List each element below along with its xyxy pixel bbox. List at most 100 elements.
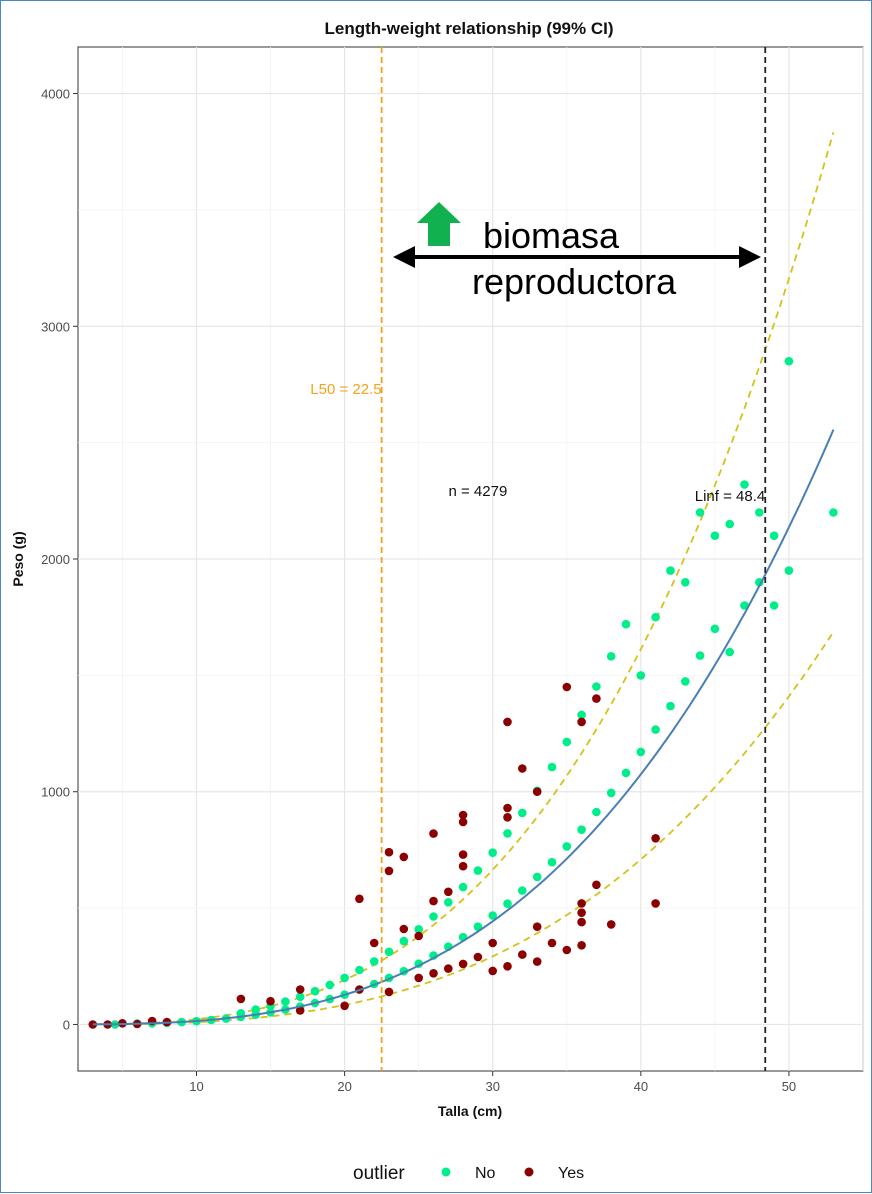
point-outlier — [532, 922, 542, 931]
point-normal — [429, 912, 438, 921]
y-tick-label: 3000 — [41, 319, 70, 334]
point-normal — [725, 519, 734, 529]
point-outlier — [562, 945, 572, 955]
point-outlier — [355, 894, 364, 904]
point-outlier — [414, 973, 424, 983]
legend-key-yes — [524, 1167, 534, 1177]
point-normal — [444, 898, 453, 907]
y-tick-label: 4000 — [41, 87, 70, 102]
point-normal — [636, 747, 646, 757]
point-normal — [369, 957, 379, 966]
biomass-annotation: biomasa reproductora — [393, 202, 761, 302]
point-outlier — [503, 803, 512, 813]
point-normal — [651, 725, 660, 734]
point-outlier — [88, 1020, 98, 1029]
point-normal — [651, 612, 660, 622]
y-tick-label: 2000 — [41, 552, 70, 567]
fit-curve — [92, 429, 835, 1026]
point-normal — [562, 737, 572, 747]
point-outlier — [473, 952, 483, 962]
point-outlier — [547, 938, 557, 948]
point-outlier — [399, 852, 409, 862]
point-normal — [473, 866, 483, 875]
point-outlier — [577, 717, 586, 727]
linf-label: Linf = 48.4 — [695, 488, 765, 505]
point-normal — [784, 566, 794, 575]
point-normal — [503, 829, 512, 838]
point-normal — [577, 825, 586, 834]
chart-title: Length-weight relationship (99% CI) — [324, 19, 613, 38]
point-outlier — [577, 917, 586, 927]
point-normal — [681, 677, 690, 686]
point-outlier — [458, 959, 468, 969]
point-outlier — [458, 817, 468, 827]
point-outlier — [532, 957, 542, 966]
point-outlier — [295, 985, 305, 994]
point-outlier — [295, 1006, 305, 1015]
l50-label: L50 = 22.5 — [310, 381, 381, 398]
biomass-label-line2: reproductora — [472, 261, 677, 302]
point-normal — [340, 973, 349, 983]
point-normal — [532, 872, 542, 882]
x-tick-label: 50 — [782, 1079, 796, 1094]
point-outlier — [606, 920, 616, 929]
y-axis-label: Peso (g) — [10, 531, 26, 586]
x-tick-label: 10 — [189, 1079, 203, 1094]
y-tick-label: 0 — [63, 1017, 70, 1032]
point-outlier — [592, 694, 601, 703]
point-outlier — [429, 969, 438, 978]
x-tick-label: 30 — [485, 1079, 499, 1094]
point-normal — [547, 857, 557, 867]
point-normal — [295, 992, 305, 1002]
point-outlier — [488, 938, 498, 948]
point-outlier — [444, 964, 453, 973]
x-tick-label: 40 — [634, 1079, 648, 1094]
point-normal — [666, 566, 675, 575]
sample-size-label: n = 4279 — [448, 483, 507, 500]
point-normal — [784, 356, 794, 366]
point-normal — [606, 652, 616, 661]
point-normal — [769, 531, 779, 540]
point-normal — [399, 936, 409, 946]
point-outlier — [651, 899, 660, 908]
x-axis-label: Talla (cm) — [438, 1103, 502, 1119]
point-normal — [488, 911, 498, 920]
point-normal — [829, 508, 838, 517]
point-normal — [710, 624, 720, 634]
legend-key-no — [441, 1167, 451, 1177]
point-outlier — [458, 850, 468, 859]
point-outlier — [444, 887, 453, 897]
point-normal — [710, 531, 720, 540]
point-outlier — [340, 1001, 349, 1011]
point-normal — [592, 682, 601, 691]
point-normal — [592, 807, 601, 817]
point-outlier — [518, 950, 527, 959]
point-normal — [384, 947, 394, 957]
point-outlier — [429, 829, 438, 838]
point-outlier — [458, 810, 468, 820]
biomass-label-line1: biomasa — [483, 215, 620, 256]
point-outlier — [399, 924, 409, 934]
point-outlier — [414, 931, 424, 941]
legend-title: outlier — [353, 1163, 405, 1184]
data-points — [88, 356, 838, 1029]
point-outlier — [384, 847, 394, 857]
point-normal — [606, 788, 616, 798]
point-outlier — [503, 717, 512, 727]
point-outlier — [458, 861, 468, 871]
point-outlier — [577, 908, 586, 917]
point-outlier — [266, 996, 275, 1006]
point-normal — [769, 601, 779, 610]
arrowhead-right-icon — [739, 246, 761, 268]
point-normal — [681, 578, 690, 587]
point-normal — [503, 899, 512, 908]
point-outlier — [577, 941, 586, 950]
point-outlier — [236, 994, 246, 1004]
point-normal — [636, 671, 646, 680]
point-normal — [621, 619, 631, 629]
confidence-band — [92, 132, 835, 1026]
point-outlier — [562, 682, 572, 692]
up-arrow-icon — [417, 202, 461, 246]
point-normal — [518, 886, 527, 895]
